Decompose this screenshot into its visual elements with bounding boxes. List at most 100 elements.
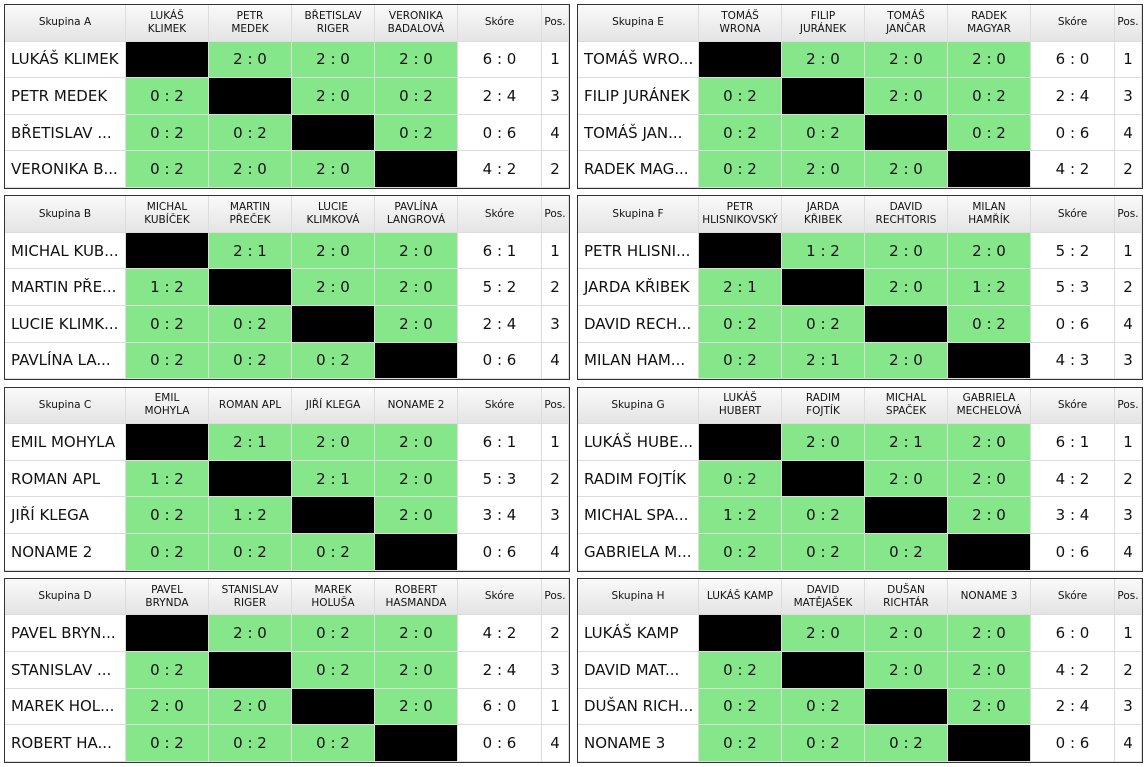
self-cell xyxy=(865,114,948,152)
column-header: LUKÁŠ HUBERT xyxy=(699,387,782,425)
player-name: LUCIE KLIMK... xyxy=(5,306,126,343)
result-cell: 0 : 2 xyxy=(699,342,782,380)
score-cell: 0 : 6 xyxy=(458,114,542,152)
result-cell: 2 : 1 xyxy=(699,269,782,307)
header-line: JARDA xyxy=(806,201,840,214)
column-header: PAVEL BRYNDA xyxy=(126,578,209,616)
pos-header: Pos. xyxy=(1115,578,1142,616)
pos-cell: 1 xyxy=(542,688,569,726)
header-line: GABRIELA xyxy=(962,392,1016,405)
result-cell: 0 : 2 xyxy=(782,497,865,534)
result-cell: 2 : 1 xyxy=(292,460,375,498)
result-cell: 0 : 2 xyxy=(126,78,209,115)
result-cell: 1 : 2 xyxy=(209,497,292,534)
score-cell: 5 : 3 xyxy=(458,460,542,498)
result-cell: 2 : 0 xyxy=(948,615,1031,653)
header-line: RECHTORIS xyxy=(875,214,937,227)
column-header: LUKÁŠ KLIMEK xyxy=(126,5,209,42)
self-cell xyxy=(865,306,948,343)
result-cell: 0 : 2 xyxy=(699,78,782,115)
header-line: BRYNDA xyxy=(145,596,189,609)
result-cell: 2 : 1 xyxy=(782,342,865,380)
player-name: PETR MEDEK xyxy=(5,78,126,115)
result-cell: 2 : 0 xyxy=(209,151,292,188)
score-cell: 2 : 4 xyxy=(1031,78,1115,115)
score-cell: 0 : 6 xyxy=(1031,533,1115,571)
result-cell: 2 : 0 xyxy=(782,615,865,653)
header-line: HAMŘÍK xyxy=(968,214,1010,227)
column-header: MAREK HOLUŠA xyxy=(292,578,375,616)
score-cell: 2 : 4 xyxy=(458,78,542,115)
player-name: TOMÁŠ WRO... xyxy=(578,41,699,79)
player-name: JARDA KŘIBEK xyxy=(578,269,699,307)
score-header: Skóre xyxy=(1031,387,1115,425)
score-header: Skóre xyxy=(458,196,542,233)
header-line: RADEK xyxy=(971,9,1007,22)
result-cell: 2 : 0 xyxy=(375,306,458,343)
pos-header: Pos. xyxy=(542,196,569,233)
result-cell: 1 : 2 xyxy=(126,269,209,307)
score-header: Skóre xyxy=(1031,196,1115,233)
result-cell: 2 : 0 xyxy=(292,151,375,188)
pos-cell: 4 xyxy=(542,533,569,571)
result-cell: 0 : 2 xyxy=(948,306,1031,343)
header-line: MARTIN xyxy=(229,201,271,214)
score-cell: 5 : 2 xyxy=(458,269,542,307)
pos-header: Pos. xyxy=(542,5,569,42)
result-cell: 0 : 2 xyxy=(782,725,865,762)
column-header: ROBERT HASMANDA xyxy=(375,578,458,616)
header-line: MOHYLA xyxy=(144,405,190,418)
header-line: STANISLAV xyxy=(221,583,279,596)
player-name: PAVEL BRYN... xyxy=(5,615,126,653)
self-cell xyxy=(865,497,948,534)
score-cell: 6 : 0 xyxy=(458,688,542,726)
result-cell: 0 : 2 xyxy=(292,533,375,571)
header-line: KLIMEK xyxy=(147,22,187,35)
header-line: LUKÁŠ xyxy=(723,392,757,405)
player-name: FILIP JURÁNEK xyxy=(578,78,699,115)
pos-cell: 4 xyxy=(542,114,569,152)
score-header: Skóre xyxy=(1031,5,1115,42)
header-line: HASMANDA xyxy=(385,596,447,609)
header-line: MECHELOVÁ xyxy=(956,405,1022,418)
self-cell xyxy=(375,725,458,762)
column-header: NONAME 3 xyxy=(948,578,1031,616)
group-title: Skupina E xyxy=(578,5,699,42)
result-cell: 2 : 0 xyxy=(948,232,1031,270)
pos-header: Pos. xyxy=(1115,5,1142,42)
result-cell: 0 : 2 xyxy=(209,306,292,343)
result-cell: 0 : 2 xyxy=(126,497,209,534)
header-line: PETR xyxy=(236,9,264,22)
pos-cell: 1 xyxy=(1115,232,1142,270)
player-name: ROMAN APL xyxy=(5,460,126,498)
result-cell: 0 : 2 xyxy=(375,114,458,152)
score-cell: 6 : 0 xyxy=(1031,41,1115,79)
result-cell: 2 : 0 xyxy=(292,269,375,307)
score-cell: 4 : 2 xyxy=(458,151,542,188)
column-header: STANISLAV RIGER xyxy=(209,578,292,616)
group-table: Skupina C EMIL MOHYLA ROMAN APL JIŘÍ KLEGA NO… xyxy=(4,386,570,572)
self-cell xyxy=(948,725,1031,762)
player-name: NONAME 2 xyxy=(5,533,126,571)
column-header: RADIM FOJTÍK xyxy=(782,387,865,425)
result-cell: 2 : 0 xyxy=(948,41,1031,79)
player-name: STANISLAV ... xyxy=(5,652,126,689)
self-cell xyxy=(292,306,375,343)
column-header: DAVID MATĚJAŠEK xyxy=(782,578,865,616)
result-cell: 2 : 0 xyxy=(209,688,292,726)
column-header: VERONIKA BADALOVÁ xyxy=(375,5,458,42)
player-name: LUKÁŠ KLIMEK xyxy=(5,41,126,79)
group-title: Skupina D xyxy=(5,578,126,616)
self-cell xyxy=(209,269,292,307)
header-line: HLISNIKOVSKÝ xyxy=(702,214,778,227)
player-name: LUKÁŠ HUBE... xyxy=(578,424,699,461)
header-line: NONAME 3 xyxy=(960,590,1018,603)
score-cell: 4 : 2 xyxy=(1031,151,1115,188)
group-title: Skupina B xyxy=(5,196,126,233)
result-cell: 0 : 2 xyxy=(209,342,292,380)
result-cell: 2 : 0 xyxy=(948,497,1031,534)
player-name: VERONIKA B... xyxy=(5,151,126,188)
pos-header: Pos. xyxy=(542,578,569,616)
result-cell: 2 : 0 xyxy=(865,342,948,380)
group-table: Skupina H LUKÁŠ KAMP DAVID MATĚJAŠEK DUŠAN RI… xyxy=(577,577,1143,763)
